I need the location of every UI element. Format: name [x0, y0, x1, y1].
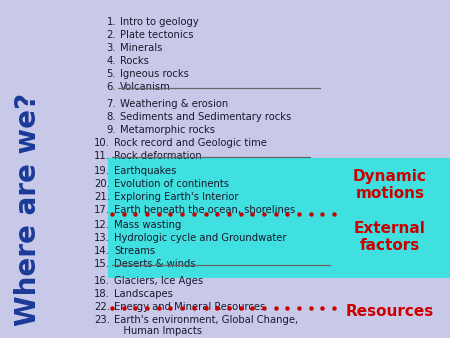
Text: Sediments and Sedimentary rocks: Sediments and Sedimentary rocks — [120, 112, 291, 122]
Text: 4.: 4. — [107, 56, 116, 66]
Text: 17.: 17. — [94, 205, 110, 215]
Text: 23.: 23. — [94, 315, 110, 325]
Text: 15.: 15. — [94, 259, 110, 269]
Text: External
factors: External factors — [354, 221, 426, 253]
Text: Hydrologic cycle and Groundwater: Hydrologic cycle and Groundwater — [114, 233, 287, 243]
Text: 21.: 21. — [94, 192, 110, 202]
Text: 19.: 19. — [94, 166, 110, 176]
Text: Dynamic
motions: Dynamic motions — [353, 169, 427, 201]
Text: Mass wasting: Mass wasting — [114, 220, 181, 230]
Bar — [108, 158, 450, 278]
Text: Intro to geology: Intro to geology — [120, 17, 199, 27]
Text: Energy and Mineral Resources: Energy and Mineral Resources — [114, 302, 265, 312]
Text: Earth beneath the ocean, shorelines: Earth beneath the ocean, shorelines — [114, 205, 295, 215]
Text: Resources: Resources — [346, 305, 434, 319]
Text: 18.: 18. — [94, 289, 110, 299]
Text: Glaciers, Ice Ages: Glaciers, Ice Ages — [114, 276, 203, 286]
Text: Earthquakes: Earthquakes — [114, 166, 176, 176]
Text: Earth's environment, Global Change,: Earth's environment, Global Change, — [114, 315, 298, 325]
Text: 8.: 8. — [107, 112, 116, 122]
Text: Plate tectonics: Plate tectonics — [120, 30, 194, 40]
Text: Volcanism: Volcanism — [120, 82, 171, 92]
Text: 2.: 2. — [106, 30, 116, 40]
Text: Rocks: Rocks — [120, 56, 149, 66]
Text: Metamorphic rocks: Metamorphic rocks — [120, 125, 215, 135]
Text: Rock record and Geologic time: Rock record and Geologic time — [114, 138, 267, 148]
Text: 3.: 3. — [107, 43, 116, 53]
Text: 6.: 6. — [106, 82, 116, 92]
Text: 7.: 7. — [106, 99, 116, 109]
Text: Streams: Streams — [114, 246, 155, 256]
Text: 9.: 9. — [106, 125, 116, 135]
Text: 13.: 13. — [94, 233, 110, 243]
Text: 12.: 12. — [94, 220, 110, 230]
Text: Igneous rocks: Igneous rocks — [120, 69, 189, 79]
Text: Rock deformation: Rock deformation — [114, 151, 202, 161]
Text: 14.: 14. — [94, 246, 110, 256]
Text: Deserts & winds: Deserts & winds — [114, 259, 196, 269]
Text: 10.: 10. — [94, 138, 110, 148]
Text: 5.: 5. — [106, 69, 116, 79]
Text: 22.: 22. — [94, 302, 110, 312]
Text: 1.: 1. — [106, 17, 116, 27]
Text: 11.: 11. — [94, 151, 110, 161]
Text: 16.: 16. — [94, 276, 110, 286]
Text: Evolution of continents: Evolution of continents — [114, 179, 229, 189]
Text: Weathering & erosion: Weathering & erosion — [120, 99, 228, 109]
Text: Human Impacts: Human Impacts — [114, 326, 202, 336]
Text: Exploring Earth's Interior: Exploring Earth's Interior — [114, 192, 238, 202]
Text: Landscapes: Landscapes — [114, 289, 173, 299]
Text: Where are we?: Where are we? — [14, 93, 42, 326]
Text: 20.: 20. — [94, 179, 110, 189]
Text: Minerals: Minerals — [120, 43, 162, 53]
